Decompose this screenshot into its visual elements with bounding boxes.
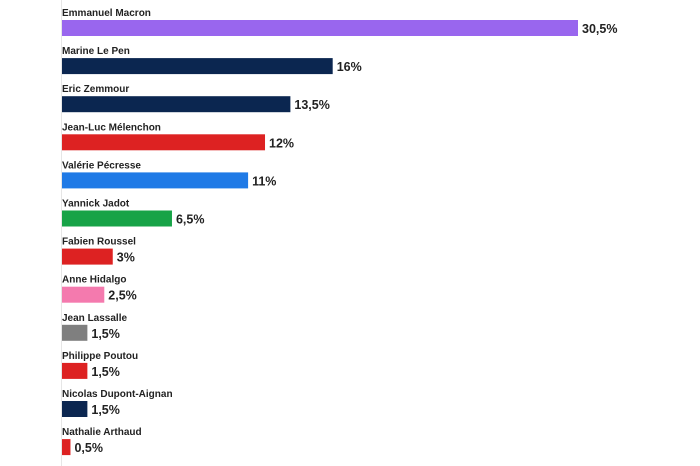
bar xyxy=(62,20,578,36)
candidate-label: Yannick Jadot xyxy=(62,199,130,210)
candidate-label: Marine Le Pen xyxy=(62,46,130,57)
bar xyxy=(62,210,172,227)
candidate-label: Anne Hidalgo xyxy=(62,275,126,286)
value-label: 1,5% xyxy=(91,327,120,341)
bar xyxy=(62,324,88,341)
bar xyxy=(62,134,266,151)
bar xyxy=(62,362,88,379)
value-label: 16% xyxy=(337,60,362,74)
value-label: 11% xyxy=(252,174,276,188)
bar xyxy=(62,439,71,456)
value-label: 3% xyxy=(117,251,135,265)
candidate-label: Nicolas Dupont-Aignan xyxy=(62,389,173,400)
bar xyxy=(62,401,88,417)
value-label: 0,5% xyxy=(74,441,103,455)
candidate-label: Eric Zemmour xyxy=(62,84,129,95)
bar xyxy=(62,286,105,303)
bar xyxy=(62,248,113,265)
value-label: 30,5% xyxy=(582,22,617,36)
bar xyxy=(62,96,291,113)
value-label: 13,5% xyxy=(294,98,329,112)
candidate-label: Philippe Poutou xyxy=(62,351,138,362)
value-label: 2,5% xyxy=(108,289,136,303)
candidate-label: Emmanuel Macron xyxy=(62,8,151,19)
bar xyxy=(62,58,333,75)
candidate-label: Fabien Roussel xyxy=(62,237,136,248)
value-label: 1,5% xyxy=(91,403,120,417)
value-label: 6,5% xyxy=(176,213,205,227)
candidate-label: Jean Lassalle xyxy=(62,313,127,324)
bar xyxy=(62,172,249,189)
value-label: 1,5% xyxy=(91,365,120,379)
candidate-label: Nathalie Arthaud xyxy=(62,427,142,438)
candidate-label: Valérie Pécresse xyxy=(62,160,141,171)
value-label: 12% xyxy=(269,136,294,150)
candidate-label: Jean-Luc Mélenchon xyxy=(62,122,161,133)
